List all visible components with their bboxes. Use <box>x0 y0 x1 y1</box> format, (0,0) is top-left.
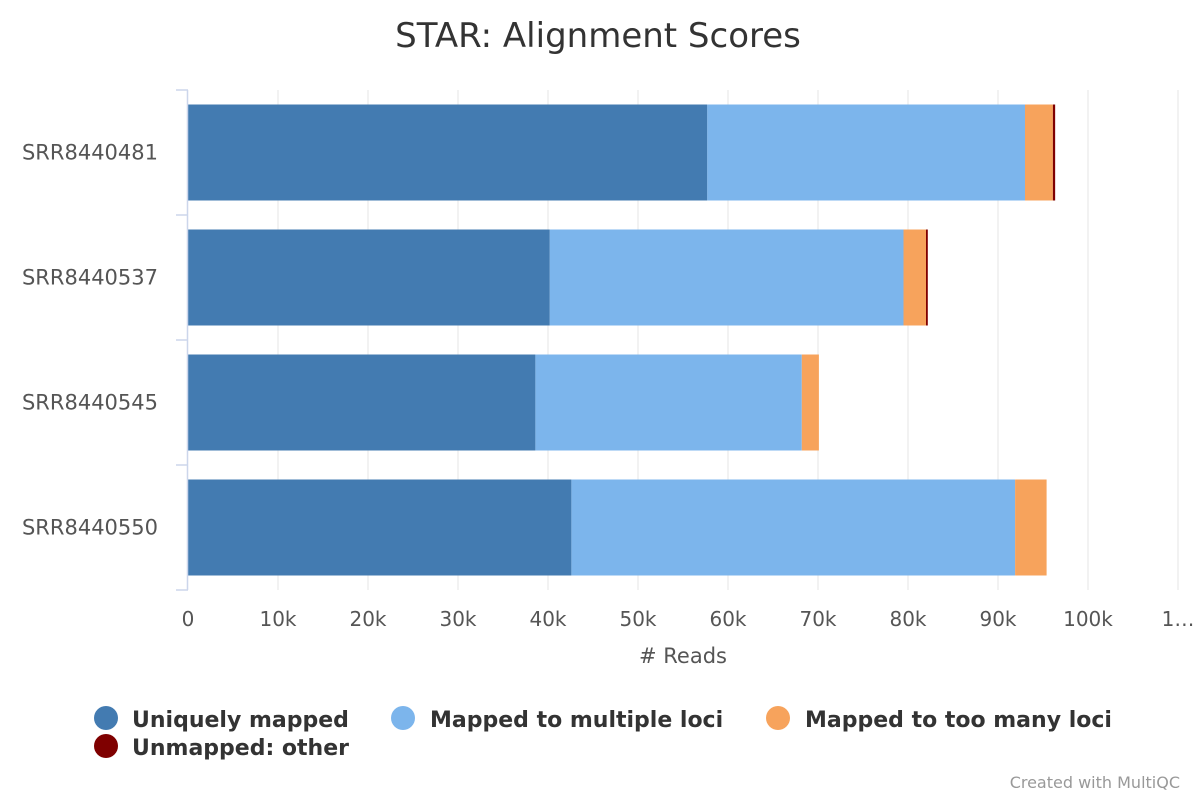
bar-segment-mapped-to-too-many-loci[interactable] <box>1025 104 1053 201</box>
x-tick-label: 40k <box>529 607 566 631</box>
credit-text[interactable]: Created with MultiQC <box>1010 773 1180 792</box>
x-tick-label: 1… <box>1162 607 1195 631</box>
legend-label: Mapped to too many loci <box>805 708 1112 733</box>
bar-segment-mapped-to-multiple-loci[interactable] <box>535 354 802 451</box>
bar-segment-mapped-to-multiple-loci[interactable] <box>571 479 1016 576</box>
legend-swatch <box>94 734 118 758</box>
bar-segment-mapped-to-too-many-loci[interactable] <box>903 229 927 326</box>
category-label: SRR8440550 <box>22 516 158 540</box>
bar-segment-uniquely-mapped[interactable] <box>188 229 550 326</box>
x-tick-label: 20k <box>349 607 386 631</box>
x-tick-label: 70k <box>799 607 836 631</box>
x-tick-label: 60k <box>709 607 746 631</box>
legend-item[interactable]: Uniquely mapped <box>94 706 349 733</box>
legend-item[interactable]: Mapped to too many loci <box>766 706 1112 733</box>
x-tick-label: 80k <box>889 607 926 631</box>
bar-segment-uniquely-mapped[interactable] <box>188 104 708 201</box>
legend-item[interactable]: Unmapped: other <box>94 734 349 761</box>
legend-swatch <box>766 706 790 730</box>
x-axis-title: # Reads <box>639 644 727 668</box>
bar-segment-mapped-to-too-many-loci[interactable] <box>801 354 819 451</box>
legend-swatch <box>391 706 415 730</box>
chart-title: STAR: Alignment Scores <box>395 16 801 56</box>
bar-segment-mapped-to-too-many-loci[interactable] <box>1015 479 1047 576</box>
x-tick-label: 50k <box>619 607 656 631</box>
x-tick-label: 10k <box>259 607 296 631</box>
x-tick-label: 30k <box>439 607 476 631</box>
legend: Uniquely mapped Mapped to multiple loci Ma… <box>94 706 1112 761</box>
x-tick-label: 100k <box>1063 607 1113 631</box>
axes-group: 0 10k 20k 30k 40k 50k 60k 70k 80k 90k 100k 1… SRR844… <box>22 89 1195 631</box>
bar-segment-mapped-to-multiple-loci[interactable] <box>707 104 1025 201</box>
x-tick-label: 0 <box>182 607 195 631</box>
bar-segment-uniquely-mapped[interactable] <box>188 479 572 576</box>
category-label: SRR8440537 <box>22 266 158 290</box>
category-label: SRR8440545 <box>22 391 158 415</box>
legend-swatch <box>94 706 118 730</box>
legend-item[interactable]: Mapped to multiple loci <box>391 706 723 733</box>
bar-segment-unmapped-other[interactable] <box>926 229 928 326</box>
legend-label: Mapped to multiple loci <box>430 708 723 733</box>
bar-segment-unmapped-other[interactable] <box>1052 104 1056 201</box>
bar-segment-mapped-to-multiple-loci[interactable] <box>549 229 904 326</box>
bar-segment-uniquely-mapped[interactable] <box>188 354 536 451</box>
legend-label: Unmapped: other <box>132 736 349 761</box>
bars-group <box>188 104 1056 576</box>
legend-label: Uniquely mapped <box>132 708 349 733</box>
category-label: SRR8440481 <box>22 141 158 165</box>
x-tick-label: 90k <box>979 607 1016 631</box>
